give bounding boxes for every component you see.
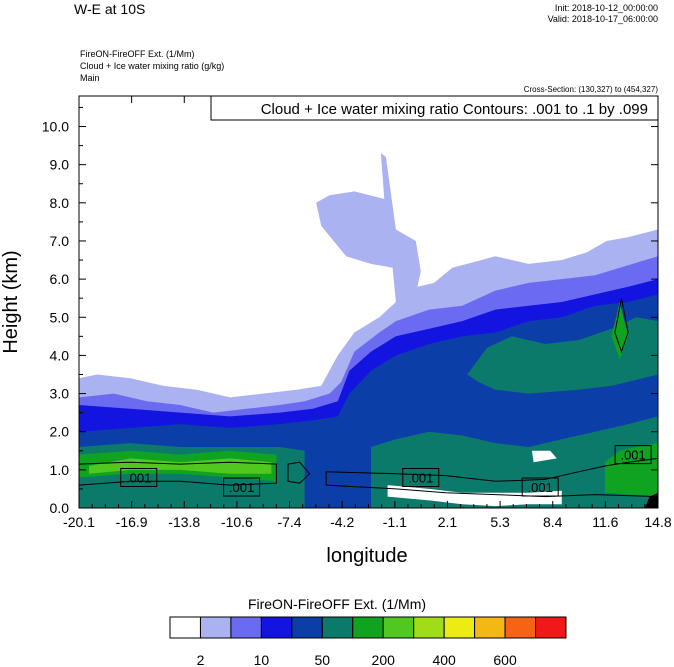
shaded-region-12 (531, 450, 557, 463)
contour-label-text: .001 (126, 470, 151, 485)
x-tick-label: 5.3 (490, 514, 510, 530)
cross-section-info: Cross-Section: (130,327) to (454,327) (523, 85, 658, 94)
x-axis: -20.1 -16.9 -13.8 -10.6 -7.4 -4.2 -1.1 2.1 5.3 8.… (63, 96, 672, 530)
contour-labels: .001 .001 .001 .001 .001 (120, 445, 652, 497)
contour-line-1 (287, 461, 311, 484)
x-tick-label: -1.1 (383, 514, 407, 530)
variable-line-3: Main (80, 73, 100, 83)
contour-info: Cloud + Ice water mixing ratio Contours:… (261, 101, 648, 118)
colorbar: 2 10 50 200 400 600 (169, 616, 567, 667)
colorbar-label: 50 (315, 652, 331, 667)
x-tick-label: -16.9 (116, 514, 148, 530)
contour-label: .001 (223, 477, 261, 497)
x-tick-label: 2.1 (438, 514, 458, 530)
colorbar-label: 10 (254, 652, 270, 667)
colorbar-label: 400 (432, 652, 456, 667)
y-axis: 0.0 1.0 2.0 3.0 4.0 5.0 6.0 7.0 8.0 9.0 10.0 (42, 106, 658, 516)
colorbar-swatch (321, 616, 354, 639)
colorbar-swatch (535, 616, 567, 639)
colorbar-swatch (260, 616, 293, 639)
plot-title: W-E at 10S (74, 1, 146, 17)
x-tick-label: 8.4 (543, 514, 563, 530)
y-tick-label: 4.0 (50, 347, 70, 363)
contour-label: .001 (120, 467, 158, 487)
x-tick-label: -20.1 (63, 514, 95, 530)
shaded-field (79, 96, 658, 508)
y-axis-label: Height (km) (0, 250, 22, 353)
y-tick-label: 10.0 (42, 119, 69, 135)
y-tick-label: 1.0 (50, 462, 70, 478)
shaded-region-5 (371, 416, 658, 508)
contour-label: .001 (614, 445, 652, 465)
colorbar-swatch (504, 616, 537, 639)
y-tick-label: 9.0 (50, 157, 70, 173)
valid-time: Valid: 2018-10-17_06:00:00 (547, 14, 658, 24)
y-tick-label: 7.0 (50, 233, 70, 249)
variable-line-1: FireON-FireOFF Ext. (1/Mm) (80, 49, 195, 59)
colorbar-swatch (413, 616, 445, 639)
shaded-region-8 (604, 443, 658, 497)
x-tick-label: 14.8 (644, 514, 671, 530)
contour-line-0 (79, 461, 277, 486)
colorbar-swatch (291, 616, 323, 639)
colorbar-swatch (352, 616, 384, 639)
colorbar-swatch (169, 616, 201, 639)
x-tick-label: -10.6 (221, 514, 253, 530)
x-tick-label: -13.8 (168, 514, 200, 530)
colorbar-label: 600 (493, 652, 517, 667)
variable-line-2: Cloud + Ice water mixing ratio (g/kg) (80, 61, 225, 71)
shaded-region-11 (387, 485, 562, 507)
colorbar-label: 200 (372, 652, 396, 667)
contour-label-text: .001 (408, 470, 433, 485)
contour-line-3 (614, 298, 629, 354)
x-tick-label: 11.6 (592, 514, 618, 530)
contour-info-box (210, 95, 659, 121)
y-tick-label: 6.0 (50, 271, 70, 287)
colorbar-swatch (474, 616, 506, 639)
contour-label-text: .001 (620, 448, 645, 463)
init-time: Init: 2018-10-12_00:00:00 (554, 3, 658, 13)
x-tick-label: -7.4 (277, 514, 301, 530)
x-axis-label: longitude (326, 545, 407, 567)
x-tick-label: -4.2 (330, 514, 354, 530)
contour-label-text: .001 (528, 480, 553, 495)
colorbar-swatch (199, 616, 232, 639)
contour-line-2 (325, 457, 658, 498)
contour-lines (79, 298, 658, 498)
y-tick-label: 3.0 (50, 386, 70, 402)
shaded-region-4 (467, 317, 658, 394)
y-tick-label: 0.0 (50, 500, 70, 516)
colorbar-title: FireON-FireOFF Ext. (1/Mm) (247, 596, 427, 612)
contour-label: .001 (521, 477, 559, 497)
y-tick-label: 8.0 (50, 195, 70, 211)
y-tick-label: 5.0 (50, 309, 70, 325)
colorbar-label: 2 (197, 652, 205, 667)
y-tick-label: 2.0 (50, 424, 70, 440)
colorbar-swatch (382, 616, 415, 639)
colorbar-swatch (443, 616, 476, 639)
contour-label-text: .001 (229, 480, 254, 495)
contour-label: .001 (402, 467, 440, 487)
colorbar-swatch (230, 616, 262, 639)
